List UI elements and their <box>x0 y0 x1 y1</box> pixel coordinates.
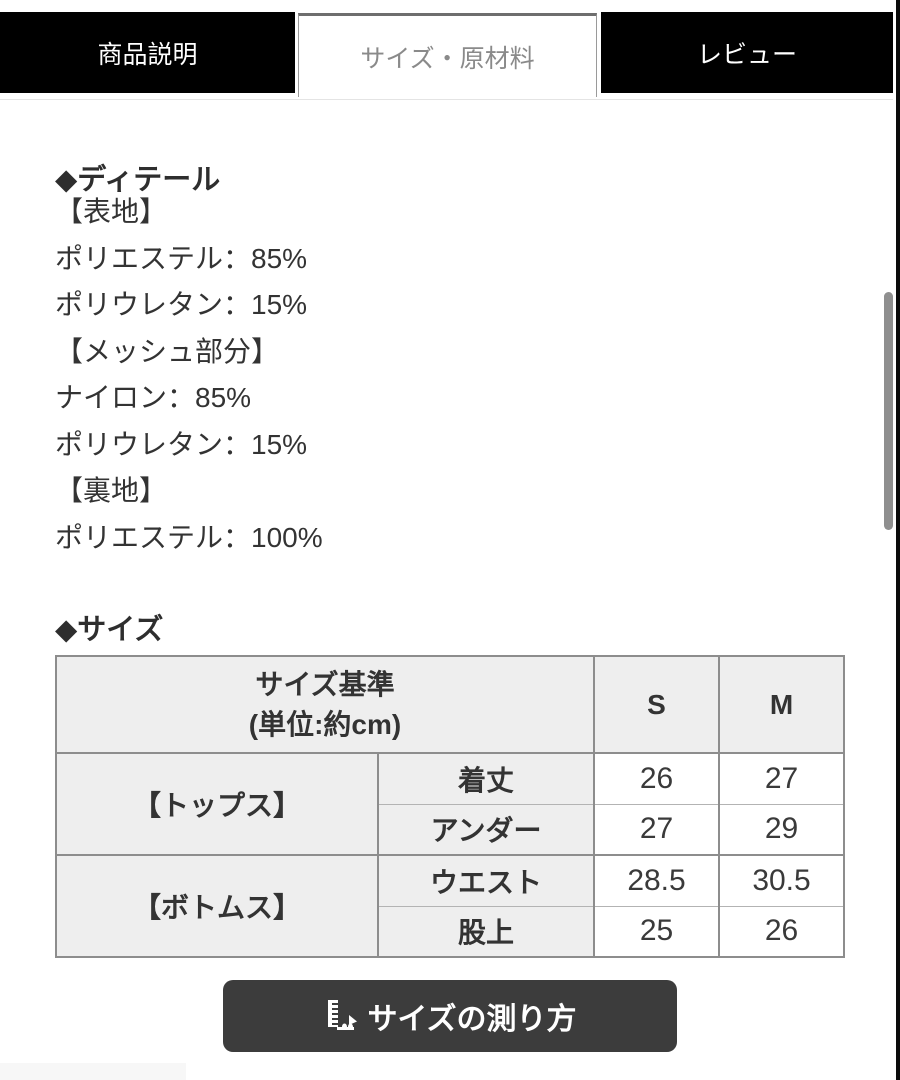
detail-line: ナイロン：85% <box>55 382 252 413</box>
size-standard-title: サイズ基準 <box>255 668 395 700</box>
detail-text: 【表地】 ポリエステル：85% ポリウレタン：15% 【メッシュ部分】 ナイロン… <box>55 189 323 561</box>
right-edge-bar <box>896 0 900 1080</box>
size-measure-button-label: サイズの測り方 <box>367 1003 577 1036</box>
row-label: 着丈 <box>376 752 596 805</box>
detail-line: ポリエステル：85% <box>55 242 308 274</box>
detail-line: 【表地】 <box>55 196 168 227</box>
tab-product-description[interactable]: 商品説明 <box>0 12 295 93</box>
tab-size-materials[interactable]: サイズ・原材料 <box>298 13 597 97</box>
group-label-bottoms: 【ボトムス】 <box>55 854 379 958</box>
table-row: 【トップス】 着丈 26 27 <box>55 752 846 856</box>
column-header-s: S <box>593 655 721 754</box>
row-label: 股上 <box>376 905 596 958</box>
tab-bar-underline <box>0 99 893 100</box>
table-row: アンダー 27 29 <box>56 803 846 856</box>
detail-line: ポリウレタン：15% <box>55 289 308 320</box>
row-label: ウエスト <box>376 854 596 907</box>
cell-value: 29 <box>718 803 846 856</box>
cell-value: 26 <box>593 752 721 805</box>
detail-line: ポリエステル：100% <box>55 521 323 553</box>
table-row: 股上 25 26 <box>56 905 846 958</box>
cell-value: 27 <box>593 803 721 856</box>
scrollbar-thumb[interactable] <box>884 292 893 530</box>
cell-value: 26 <box>718 905 846 958</box>
size-measure-button[interactable]: サイズの測り方 <box>223 980 677 1052</box>
size-table: サイズ基準 (単位:約cm) S M 【トップス】 着丈 26 27 アンダー … <box>54 655 846 958</box>
column-header-m: M <box>718 655 846 754</box>
ruler-icon <box>323 998 359 1034</box>
table-row: 【ボトムス】 ウエスト 28.5 30.5 <box>55 854 846 958</box>
tab-reviews[interactable]: レビュー <box>601 12 893 93</box>
detail-line: ポリウレタン：15% <box>55 428 308 460</box>
cell-value: 30.5 <box>718 854 846 907</box>
size-heading: ◆サイズ <box>55 614 164 646</box>
next-section-peek <box>0 1063 186 1080</box>
row-label: アンダー <box>376 803 596 856</box>
detail-line: 【裏地】 <box>55 475 168 506</box>
size-standard-unit: (単位:約cm) <box>248 708 402 740</box>
cell-value: 28.5 <box>593 854 721 907</box>
cell-value: 25 <box>593 905 721 958</box>
cell-value: 27 <box>718 752 846 805</box>
detail-heading: ◆ディテール <box>55 164 221 196</box>
size-table-standard-header: サイズ基準 (単位:約cm) <box>54 655 596 754</box>
detail-line: 【メッシュ部分】 <box>55 335 280 367</box>
group-label-tops: 【トップス】 <box>55 752 379 856</box>
